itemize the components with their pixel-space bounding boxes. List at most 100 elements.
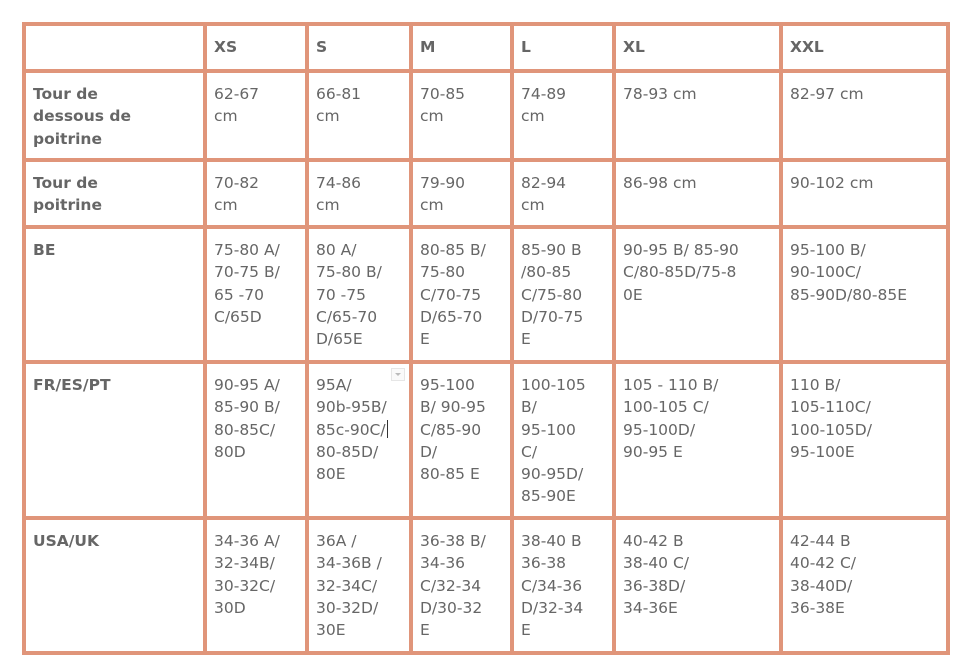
table-row: Tour de dessous de poitrine 62-67 cm 66-81 cm 7… <box>22 69 950 162</box>
cell-text-line: C/32-34 <box>420 576 482 595</box>
cell-text-line: cm <box>214 107 238 126</box>
table-cell: 90-95 B/ 85-90 C/80-85D/75-8 0E <box>612 225 783 364</box>
cell-text-line: 100-105 <box>521 376 586 394</box>
cell-text-line: 70-85 <box>420 85 466 103</box>
table-cell: 34-36 A/32-34B/30-32C/30D <box>203 516 309 655</box>
row-label: BE <box>22 225 207 364</box>
dropdown-arrow-icon[interactable] <box>391 368 405 381</box>
cell-text-line: /80-85 <box>521 263 572 282</box>
cell-text-line: E <box>420 330 430 349</box>
cell-text-line: cm <box>521 107 545 126</box>
cell-text-line: 32-34C/ <box>316 576 378 595</box>
table-cell: 82-94 cm <box>510 158 616 229</box>
table-cell: 70-85 cm <box>409 69 514 162</box>
cell-text-line: D/70-75 <box>521 307 584 326</box>
cell-text-line: C/ <box>521 442 538 461</box>
cell-text-line: 75-80 <box>420 263 466 282</box>
cell-text-line: E <box>521 621 531 640</box>
cell-text-line: 80-85C/ <box>214 420 276 439</box>
cell-text-line: 80-85 B/ <box>420 241 486 259</box>
cell-text-line: 90b-95B/ <box>316 398 387 417</box>
cell-text-line: 95-100 B/ <box>790 241 866 259</box>
cell-text-line: 90-100C/ <box>790 263 861 282</box>
cell-text-line: 36-38 <box>521 554 567 573</box>
text-cursor <box>386 419 388 438</box>
cell-text-line: 70 -75 <box>316 285 366 304</box>
table-cell: 79-90 cm <box>409 158 514 229</box>
cell-text-line: cm <box>521 196 545 215</box>
cell-text-line: 105 - 110 B/ <box>623 376 719 394</box>
cell-text-line: 30E <box>316 621 346 640</box>
header-cell: L <box>510 22 616 73</box>
cell-text-line: 82-94 <box>521 174 567 192</box>
cell-text-line: 80 A/ <box>316 241 357 259</box>
table-cell: 105 - 110 B/100-105 C/95-100D/90-95 E <box>612 360 783 520</box>
cell-text-line: 32-34B/ <box>214 554 275 573</box>
header-cell: XXL <box>779 22 950 73</box>
cell-text-line: D/65E <box>316 330 363 349</box>
header-cell <box>22 22 207 73</box>
cell-text-line: 85-90 B <box>521 241 582 259</box>
cell-text-line: B/ 90-95 <box>420 398 486 417</box>
cell-text-line: 90-95D/ <box>521 465 584 484</box>
cell-text-line: 86-98 cm <box>623 174 697 192</box>
cell-text-line: C/65D <box>214 307 262 326</box>
table-row: FR/ES/PT 90-95 A/85-90 B/80-85C/80D 95A/90… <box>22 360 950 520</box>
header-cell: XS <box>203 22 309 73</box>
table-cell: 90-95 A/85-90 B/80-85C/80D <box>203 360 309 520</box>
table-cell[interactable]: 95A/90b-95B/85c-90C/80-85D/80E <box>305 360 413 520</box>
table-cell: 36-38 B/34-36 C/32-34 D/30-32 E <box>409 516 514 655</box>
header-cell: XL <box>612 22 783 73</box>
cell-text-line: cm <box>420 107 444 126</box>
table-row: USA/UK 34-36 A/32-34B/30-32C/30D 36A / 34-3… <box>22 516 950 655</box>
table-cell: 74-86 cm <box>305 158 413 229</box>
cell-text-line: D/32-34 <box>521 598 584 617</box>
table-cell: 85-90 B/80-85 C/75-80 D/70-75 E <box>510 225 616 364</box>
cell-text-line: E <box>521 330 531 349</box>
table-cell: 82-97 cm <box>779 69 950 162</box>
cell-text-line: 95-100 <box>521 420 576 439</box>
header-row: XS S M L XL XXL <box>22 22 950 73</box>
cell-text-line: poitrine <box>33 196 102 215</box>
row-label: USA/UK <box>22 516 207 655</box>
cell-text-line: 90-95 E <box>623 442 683 461</box>
cell-text-line: 100-105 C/ <box>623 398 709 417</box>
table-cell: 110 B/105-110C/100-105D/95-100E <box>779 360 950 520</box>
cell-text-line: D/65-70 <box>420 307 483 326</box>
cell-text-line: 85-90D/80-85E <box>790 285 908 304</box>
cell-text-line: Tour de <box>33 174 98 192</box>
cell-text-line: 34-36 A/ <box>214 532 280 550</box>
table-row: BE 75-80 A/70-75 B/65 -70 C/65D 80 A/75-80 … <box>22 225 950 364</box>
cell-text-line: 80D <box>214 442 246 461</box>
cell-text-line: 36-38 B/ <box>420 532 486 550</box>
cell-text-line: 40-42 B <box>623 532 684 550</box>
cell-text-line: 105-110C/ <box>790 398 871 417</box>
table-cell: 62-67 cm <box>203 69 309 162</box>
cell-text-line: cm <box>316 196 340 215</box>
table-cell: 42-44 B 40-42 C/38-40D/36-38E <box>779 516 950 655</box>
row-label: Tour de dessous de poitrine <box>22 69 207 162</box>
cell-text-line: 38-40 B <box>521 532 582 550</box>
table-cell: 95-100 B/ 90-95 C/85-90 D/80-85 E <box>409 360 514 520</box>
cell-text-line: 70-82 <box>214 174 260 192</box>
cell-text-line: 30-32D/ <box>316 598 379 617</box>
row-label: Tour de poitrine <box>22 158 207 229</box>
table-cell: 80 A/75-80 B/70 -75 C/65-70 D/65E <box>305 225 413 364</box>
cell-text-line: 110 B/ <box>790 376 841 394</box>
cell-text-line: 34-36 <box>420 554 466 573</box>
cell-text-line: cm <box>316 107 340 126</box>
cell-text-line: 34-36B / <box>316 554 382 573</box>
cell-text-line: 85c-90C/ <box>316 419 388 439</box>
cell-text-line: 30D <box>214 598 246 617</box>
cell-text-line: D/30-32 <box>420 598 483 617</box>
table-cell: 70-82 cm <box>203 158 309 229</box>
cell-text-line: 80-85 E <box>420 465 480 484</box>
cell-text-line: 65 -70 <box>214 285 264 304</box>
cell-text-line: 80-85D/ <box>316 442 379 461</box>
cell-text-line: 62-67 <box>214 85 260 103</box>
table-cell: 66-81 cm <box>305 69 413 162</box>
cell-text-line: 85-90 B/ <box>214 398 280 417</box>
cell-text-line: USA/UK <box>33 532 100 550</box>
cell-text-line: 79-90 <box>420 174 466 192</box>
cell-text-line: 30-32C/ <box>214 576 276 595</box>
